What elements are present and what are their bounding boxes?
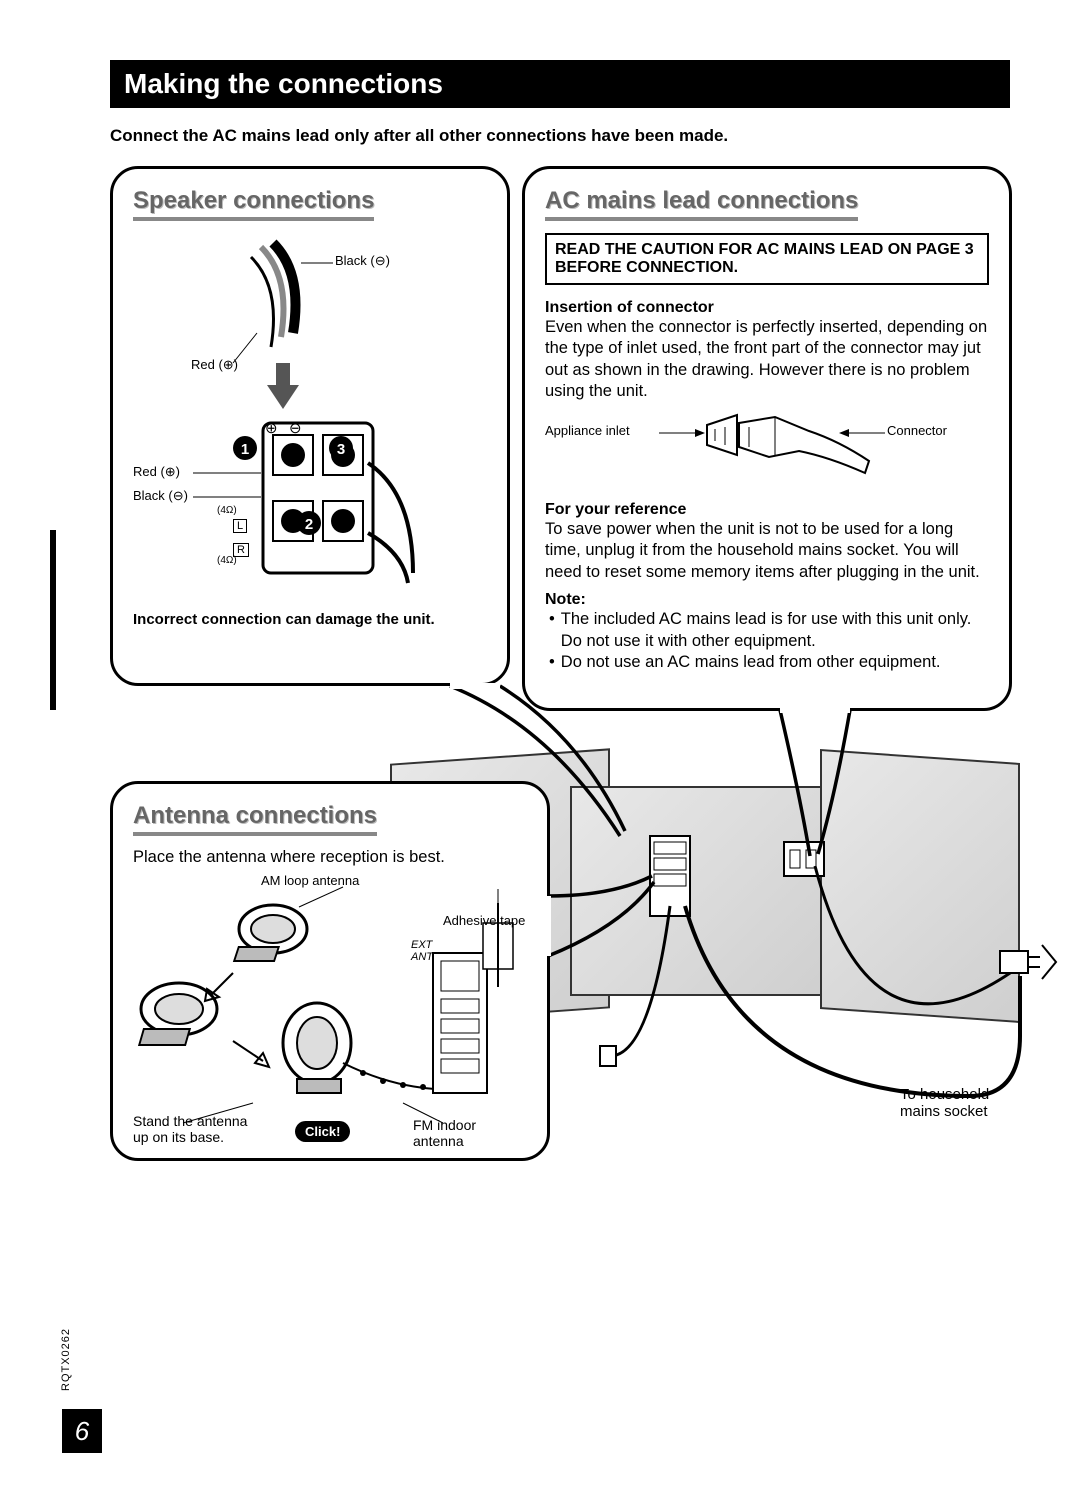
- l-mark: L: [233, 519, 247, 533]
- antenna-diagram: AM loop antenna Adhesive tape EXT ANT St…: [133, 873, 527, 1153]
- ac-sub2: For your reference: [545, 501, 989, 519]
- antenna-tail-icon: [522, 886, 682, 1006]
- socket-label: To household mains socket: [900, 1086, 1030, 1120]
- click-pill: Click!: [295, 1121, 350, 1142]
- connector-diagram: Appliance inlet Connector: [545, 411, 989, 491]
- black-label: Black (⊖): [335, 253, 390, 269]
- note-list: •The included AC mains lead is for use w…: [549, 609, 989, 673]
- red-label-2: Red (⊕): [133, 464, 180, 480]
- speaker-panel: Speaker connections: [110, 166, 510, 686]
- ac-panel: AC mains lead connections READ THE CAUTI…: [522, 166, 1012, 711]
- svg-text:1: 1: [241, 441, 249, 458]
- connector-label: Connector: [887, 423, 947, 438]
- tab-edge: [50, 530, 56, 710]
- intro-text: Connect the AC mains lead only after all…: [110, 126, 1010, 146]
- diagram-layout: To household mains socket Speaker connec…: [110, 166, 1010, 1246]
- ant-label: ANT: [411, 951, 433, 963]
- minus-icon: ⊖: [289, 419, 302, 437]
- ac-caution: READ THE CAUTION FOR AC MAINS LEAD ON PA…: [545, 233, 989, 285]
- ac-para1: Even when the connector is perfectly ins…: [545, 317, 989, 403]
- note1a: The included AC mains lead is for use wi…: [561, 610, 972, 628]
- r-mark: R: [233, 543, 249, 557]
- doc-code: RQTX0262: [60, 1328, 72, 1391]
- appliance-inlet-label: Appliance inlet: [545, 423, 630, 438]
- black-label-2: Black (⊖): [133, 488, 188, 504]
- ext-label: EXT: [411, 939, 432, 951]
- speaker-diagram: 1 3 2 Black (⊖) Red (⊕) ⊕ ⊖ Red (⊕) Blac…: [133, 233, 487, 603]
- fm-label: FM indoor antenna: [413, 1117, 527, 1149]
- note1b: Do not use it with other equipment.: [561, 632, 816, 650]
- speaker-warning: Incorrect connection can damage the unit…: [133, 611, 487, 628]
- ac-tail-icon: [740, 696, 900, 866]
- note-label: Note:: [545, 591, 989, 609]
- page-title: Making the connections: [110, 60, 1010, 108]
- stand-label: Stand the antenna up on its base.: [133, 1113, 263, 1145]
- am-loop-label: AM loop antenna: [261, 873, 359, 888]
- svg-text:2: 2: [305, 516, 313, 533]
- svg-text:3: 3: [337, 441, 345, 458]
- ac-para2: To save power when the unit is not to be…: [545, 519, 989, 583]
- ac-heading: AC mains lead connections: [545, 187, 858, 221]
- red-label: Red (⊕): [191, 357, 238, 373]
- ohm-l: (4Ω): [217, 505, 237, 516]
- plus-icon: ⊕: [265, 419, 278, 437]
- ac-sub1: Insertion of connector: [545, 299, 989, 317]
- speaker-heading: Speaker connections: [133, 187, 374, 221]
- adhesive-label: Adhesive tape: [443, 913, 525, 928]
- speaker-tail-icon: [410, 666, 630, 866]
- page-number: 6: [62, 1409, 102, 1453]
- antenna-heading: Antenna connections: [133, 802, 377, 836]
